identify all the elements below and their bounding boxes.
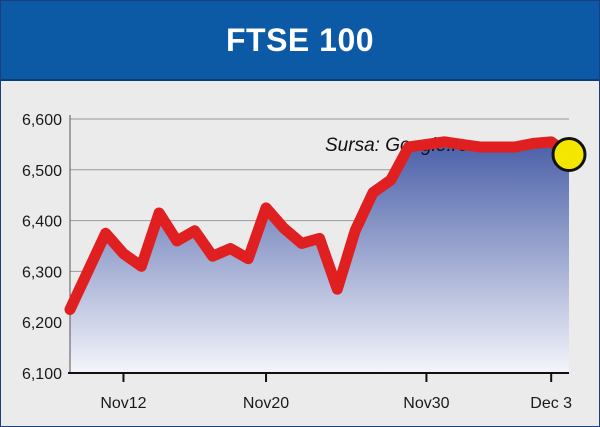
data-point bbox=[403, 141, 414, 152]
data-point bbox=[189, 225, 200, 236]
series-area-fill bbox=[70, 141, 569, 373]
data-point bbox=[350, 225, 361, 236]
data-point bbox=[332, 284, 343, 295]
x-tick-label: Dec 3 bbox=[530, 395, 572, 412]
data-point bbox=[136, 261, 147, 272]
y-tick-label: 6,300 bbox=[22, 264, 62, 281]
data-point bbox=[171, 235, 182, 246]
data-point bbox=[207, 251, 218, 262]
data-point bbox=[546, 136, 557, 147]
data-points bbox=[65, 136, 574, 315]
data-point bbox=[367, 187, 378, 198]
data-point bbox=[510, 141, 521, 152]
data-point bbox=[225, 243, 236, 254]
data-point bbox=[528, 138, 539, 149]
data-point bbox=[65, 304, 75, 315]
data-point bbox=[474, 141, 485, 152]
y-tick-label: 6,600 bbox=[22, 112, 62, 129]
data-point bbox=[118, 248, 129, 259]
y-tick-label: 6,500 bbox=[22, 163, 62, 180]
data-point bbox=[421, 139, 432, 150]
data-point bbox=[154, 207, 165, 218]
y-tick-label: 6,100 bbox=[22, 366, 62, 383]
data-point bbox=[314, 233, 325, 244]
x-tick-label: Nov30 bbox=[403, 395, 449, 412]
y-tick-label: 6,200 bbox=[22, 315, 62, 332]
data-point bbox=[439, 136, 450, 147]
data-point bbox=[278, 223, 289, 234]
axes: Nov12 Nov20 Nov30 Dec 3 bbox=[68, 115, 572, 412]
data-point bbox=[385, 174, 396, 185]
x-tick-label: Nov20 bbox=[243, 395, 289, 412]
data-point bbox=[261, 202, 272, 213]
data-point bbox=[492, 141, 503, 152]
data-point bbox=[296, 238, 307, 249]
title-bar: FTSE 100 bbox=[1, 1, 599, 81]
data-point bbox=[243, 253, 254, 264]
data-point bbox=[457, 139, 468, 150]
data-point bbox=[82, 266, 93, 277]
y-tick-label: 6,400 bbox=[22, 214, 62, 231]
chart-title: FTSE 100 bbox=[225, 21, 375, 58]
latest-value-marker bbox=[551, 137, 587, 173]
data-point bbox=[100, 228, 111, 239]
x-tick-label: Nov12 bbox=[100, 395, 146, 412]
